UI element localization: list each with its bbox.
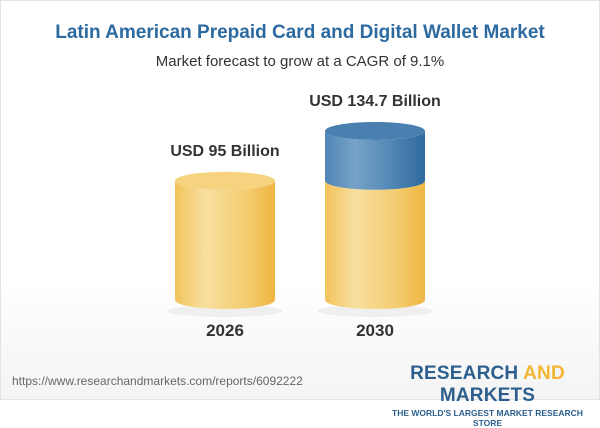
category-label-2030: 2030 <box>356 321 394 340</box>
cylinder-chart: USD 95 Billion USD 134.7 Billion 2026 20… <box>167 93 441 340</box>
logo-text-and: AND <box>523 363 565 384</box>
research-and-markets-logo: RESEARCH AND MARKETS THE WORLD'S LARGEST… <box>385 363 590 428</box>
cylinder-shadow <box>317 305 433 317</box>
category-label-2026: 2026 <box>206 321 244 340</box>
logo-text-markets: MARKETS <box>439 385 536 406</box>
cylinder-2030-growth <box>325 130 425 190</box>
cylinder-shadow <box>167 305 283 317</box>
source-url[interactable]: https://www.researchandmarkets.com/repor… <box>12 374 303 388</box>
data-label-2030: USD 134.7 Billion <box>309 93 441 110</box>
data-label-2026: USD 95 Billion <box>170 143 279 160</box>
background <box>0 0 600 400</box>
cylinder-2030-top <box>325 121 425 140</box>
logo-tagline: THE WORLD'S LARGEST MARKET RESEARCH STOR… <box>392 408 583 428</box>
cylinder-2026-base <box>175 180 275 309</box>
cylinder-2026-top <box>175 171 275 190</box>
logo-text: RESEARCH <box>410 363 524 384</box>
cylinder-2030-base <box>325 180 425 309</box>
chart-subtitle: Market forecast to grow at a CAGR of 9.1… <box>155 53 445 70</box>
chart-title: Latin American Prepaid Card and Digital … <box>55 22 545 43</box>
